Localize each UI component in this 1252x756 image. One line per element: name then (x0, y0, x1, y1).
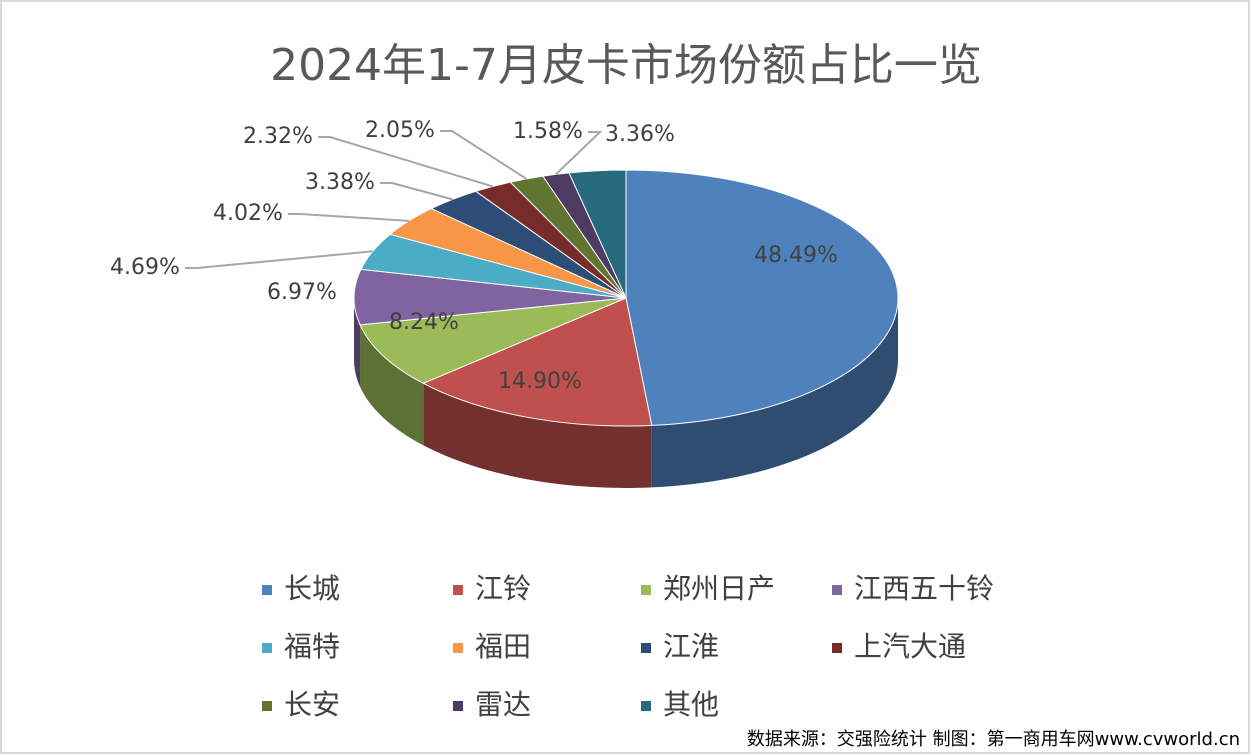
legend-label: 郑州日产 (663, 572, 775, 605)
leader-line (440, 130, 527, 180)
pie-side (651, 298, 898, 488)
legend-marker (641, 585, 651, 595)
legend-marker (453, 643, 463, 653)
value-label: 4.02% (213, 201, 283, 226)
legend-label: 长城 (284, 572, 340, 605)
legend-marker (453, 701, 463, 711)
pie-slice (359, 297, 627, 384)
leader-line (380, 182, 453, 201)
legend-marker (453, 585, 463, 595)
chart-title: 2024年1-7月皮卡市场份额占比一览 (270, 40, 982, 91)
pie-side (354, 298, 361, 387)
source-note: 数据来源：交强险统计 制图：第一商用车网www.cvworld.cn (747, 729, 1240, 750)
legend-marker (262, 701, 272, 711)
legend-marker (641, 643, 651, 653)
legend-label: 福田 (475, 630, 531, 663)
legend-label: 上汽大通 (854, 630, 966, 663)
pie-slice (353, 268, 627, 326)
pie-slice (625, 169, 899, 426)
pie-slice (568, 169, 627, 299)
value-label: 3.38% (305, 170, 375, 195)
legend-label: 雷达 (475, 688, 531, 721)
legend-label: 江铃 (475, 572, 531, 605)
legend-marker (832, 643, 842, 653)
value-label: 48.49% (754, 243, 838, 268)
value-label: 1.58% (513, 119, 583, 144)
legend-marker (832, 585, 842, 595)
leader-line (318, 136, 494, 188)
leader-line (185, 250, 373, 269)
value-label: 3.36% (605, 122, 675, 147)
legend-marker (641, 701, 651, 711)
leader-line (555, 131, 603, 176)
pie-side (423, 383, 652, 488)
leader-line (288, 213, 410, 222)
legend-marker (262, 643, 272, 653)
legend-label: 其他 (663, 688, 719, 721)
value-label: 2.05% (365, 118, 435, 143)
value-label: 14.90% (498, 369, 582, 394)
value-label: 4.69% (110, 255, 180, 280)
legend-label: 江淮 (663, 630, 719, 663)
legend-label: 福特 (284, 630, 340, 663)
value-label: 8.24% (389, 310, 459, 335)
legend-label: 江西五十铃 (854, 572, 994, 605)
legend-label: 长安 (284, 688, 340, 721)
value-label: 6.97% (267, 280, 337, 305)
legend-marker (262, 585, 272, 595)
value-label: 2.32% (243, 124, 313, 149)
pie-side (360, 324, 424, 446)
pie-slice (422, 297, 653, 427)
